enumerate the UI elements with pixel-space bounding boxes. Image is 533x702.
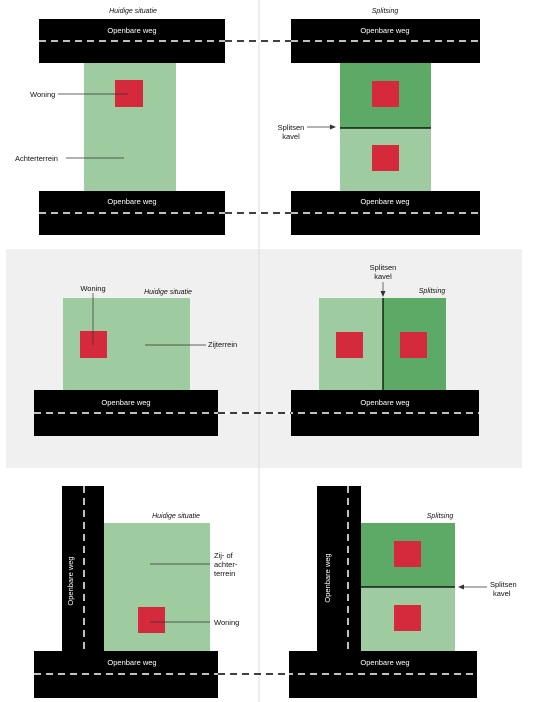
- row1-road-bottom-right-label: Openbare weg: [360, 197, 409, 206]
- row3-splitsen-arrow-head: [458, 584, 464, 590]
- row1-right-header: Splitsing: [372, 8, 399, 15]
- row3-right-header: Splitsing: [427, 513, 454, 520]
- row3-vertical-road-left: [62, 486, 104, 651]
- row2-right-header: Splitsing: [419, 288, 446, 295]
- row3-bottom-road-right-label: Openbare weg: [360, 658, 409, 667]
- row2-road-right-label: Openbare weg: [360, 398, 409, 407]
- row3-vertical-road-right-label: Openbare weg: [323, 553, 332, 602]
- row2-right-house-right: [400, 332, 427, 358]
- row1-road-top-right-label: Openbare weg: [360, 26, 409, 35]
- row1-woning-label: Woning: [30, 90, 55, 99]
- row1-left-header: Huidige situatie: [109, 8, 157, 15]
- row3-woning-label: Woning: [214, 618, 239, 627]
- row2-woning-label: Woning: [80, 284, 105, 293]
- row3-splitsen-label-line1: Splitsen: [490, 580, 517, 589]
- row2-left-header: Huidige situatie: [144, 289, 192, 296]
- row3-terrein-label-line2: achter-: [214, 560, 238, 569]
- row1-right-house-back: [372, 145, 399, 171]
- row3-terrein-label-line3: terrein: [214, 569, 235, 578]
- row2-splitsen-label-line1: Splitsen: [370, 263, 397, 272]
- row3-vertical-road-left-label: Openbare weg: [66, 556, 75, 605]
- row1-splitsen-label-line2: kavel: [282, 132, 300, 141]
- row1-splitsen-label-line1: Splitsen: [278, 123, 305, 132]
- row1-road-top-left-label: Openbare weg: [107, 26, 156, 35]
- row3-splitsen-label-line2: kavel: [493, 589, 511, 598]
- row3-terrein-label-line1: Zij- of: [214, 551, 234, 560]
- row1-splitsen-arrow-head: [330, 124, 336, 130]
- row2-splitsen-label-line2: kavel: [374, 272, 392, 281]
- row2-left-house: [80, 331, 107, 358]
- row3-right-house-bottom: [394, 605, 421, 631]
- row3-left-house: [138, 607, 165, 633]
- row1-road-bottom-left-label: Openbare weg: [107, 197, 156, 206]
- row1-right-house-front: [372, 81, 399, 107]
- row1-left-house: [115, 80, 143, 107]
- row3-left-header: Huidige situatie: [152, 513, 200, 520]
- row2-splitsen-arrow-head: [380, 291, 386, 297]
- row3-right-house-top: [394, 541, 421, 567]
- row2-right-house-left: [336, 332, 363, 358]
- row3-bottom-road-left-label: Openbare weg: [107, 658, 156, 667]
- row3-vertical-road-right: [317, 486, 361, 651]
- row2-zijterrein-label: Zijterrein: [208, 340, 237, 349]
- row1-achterterrein-label: Achterterrein: [15, 154, 58, 163]
- row2-road-left-label: Openbare weg: [101, 398, 150, 407]
